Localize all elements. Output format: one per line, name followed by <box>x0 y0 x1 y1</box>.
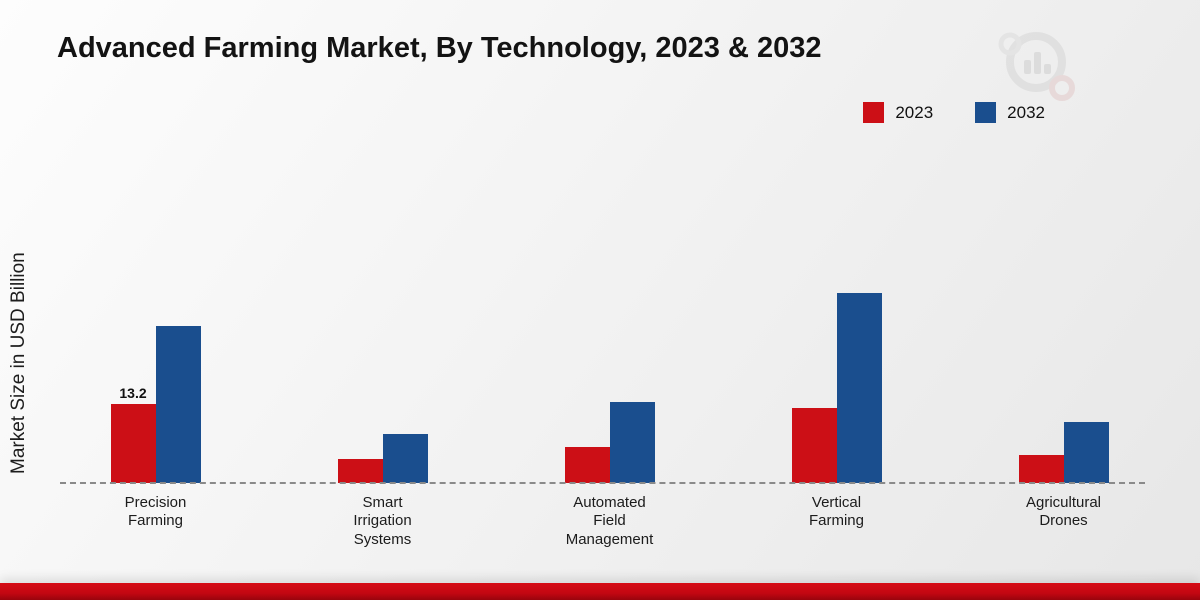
bar-2032 <box>1063 422 1109 483</box>
category-group: Vertical Farming <box>723 250 950 560</box>
chart-title: Advanced Farming Market, By Technology, … <box>57 32 822 64</box>
legend-swatch-2023 <box>863 102 885 123</box>
legend: 2023 2032 <box>863 102 1045 123</box>
bar-2032 <box>609 402 655 483</box>
category-group: Agricultural Drones <box>950 250 1177 560</box>
bar-wrap <box>155 326 201 483</box>
bar-pair <box>564 250 655 483</box>
bar-groups: 13.2 Precision Farming Smart Irrigation Syste… <box>42 250 1177 560</box>
category-group: Automated Field Management <box>496 250 723 560</box>
legend-label: 2032 <box>1007 102 1045 122</box>
bar-wrap <box>1063 422 1109 483</box>
bar-2032 <box>155 326 201 483</box>
bar-value-label: 13.2 <box>119 385 147 401</box>
bar-wrap <box>609 402 655 483</box>
category-label: Smart Irrigation Systems <box>353 494 412 548</box>
bar-wrap <box>1018 455 1064 483</box>
y-axis-label: Market Size in USD Billion <box>8 252 29 474</box>
bar-2032 <box>382 434 428 483</box>
category-label: Vertical Farming <box>808 494 864 530</box>
category-label: Agricultural Drones <box>1025 494 1102 530</box>
bar-wrap <box>836 293 882 483</box>
bar-2023 <box>564 447 610 483</box>
category-label: Precision Farming <box>124 494 187 530</box>
footer-red-band <box>0 583 1200 600</box>
bar-2023 <box>337 459 383 483</box>
analytics-magnifier-logo-icon <box>996 22 1082 113</box>
bar-2023 <box>791 408 837 483</box>
plot-area: 13.2 Precision Farming Smart Irrigation Syste… <box>42 250 1177 560</box>
legend-item-2032: 2032 <box>975 102 1045 123</box>
bar-pair <box>337 250 428 483</box>
bar-pair: 13.2 <box>110 250 201 483</box>
bar-2032 <box>836 293 882 483</box>
category-group: 13.2 Precision Farming <box>42 250 269 560</box>
bar-wrap <box>337 459 383 483</box>
bar-wrap: 13.2 <box>110 385 156 483</box>
x-axis-baseline <box>60 482 1145 484</box>
category-label: Automated Field Management <box>565 494 654 548</box>
bar-pair <box>1018 250 1109 483</box>
category-group: Smart Irrigation Systems <box>269 250 496 560</box>
legend-label: 2023 <box>895 102 934 122</box>
bar-2023 <box>1018 455 1064 483</box>
bar-wrap <box>791 408 837 483</box>
legend-swatch-2032 <box>975 102 997 123</box>
bar-wrap <box>564 447 610 483</box>
bar-2023 <box>110 404 156 483</box>
bar-pair <box>791 250 882 483</box>
legend-item-2023: 2023 <box>863 102 933 123</box>
bar-wrap <box>382 434 428 483</box>
